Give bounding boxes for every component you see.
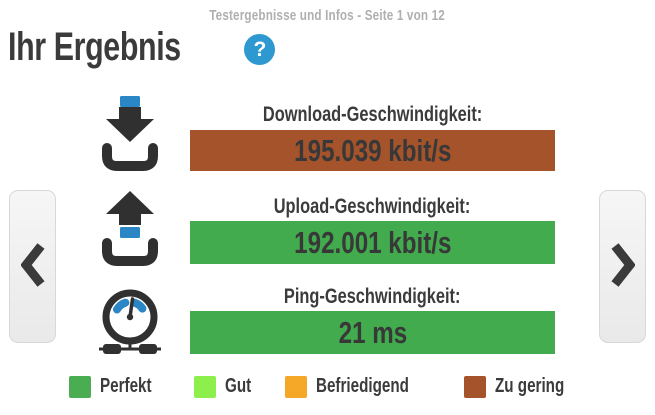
rating-legend: Perfekt Gut Befriedigend Zu gering [0,375,655,398]
question-mark-icon: ? [253,37,267,61]
next-page-button[interactable] [599,190,646,343]
ping-bar: 21 ms [190,311,555,354]
page-title: Ihr Ergebnis [8,25,181,69]
upload-label: Upload-Geschwindigkeit: [274,195,471,218]
legend-swatch-green [68,375,91,398]
previous-page-button[interactable] [9,190,56,343]
legend-item-zu-gering: Zu gering [464,375,586,398]
chevron-right-icon [610,242,636,291]
upload-arrow-tray-icon [98,189,162,276]
legend-item-perfekt: Perfekt [68,375,168,398]
speedometer-gauge-icon [96,287,164,364]
title-bar: Ihr Ergebnis ? [8,25,276,69]
download-bar: 195.039 kbit/s [190,130,555,171]
legend-item-befriedigend: Befriedigend [284,375,438,398]
legend-swatch-orange [284,375,307,398]
page-subtitle: Testergebnisse und Infos - Seite 1 von 1… [0,7,655,24]
ping-label: Ping-Geschwindigkeit: [284,285,461,308]
legend-swatch-brown [464,375,487,398]
chevron-left-icon [19,242,45,291]
download-value: 195.039 kbit/s [293,132,452,168]
page-subtitle-text: Testergebnisse und Infos - Seite 1 von 1… [209,7,446,24]
upload-value: 192.001 kbit/s [293,224,452,260]
legend-item-gut: Gut [193,375,259,398]
upload-bar: 192.001 kbit/s [190,221,555,264]
legend-swatch-lime [193,375,216,398]
help-button[interactable]: ? [244,33,276,65]
download-arrow-tray-icon [98,94,162,181]
ping-value: 21 ms [338,314,407,350]
download-label: Download-Geschwindigkeit: [262,103,483,126]
